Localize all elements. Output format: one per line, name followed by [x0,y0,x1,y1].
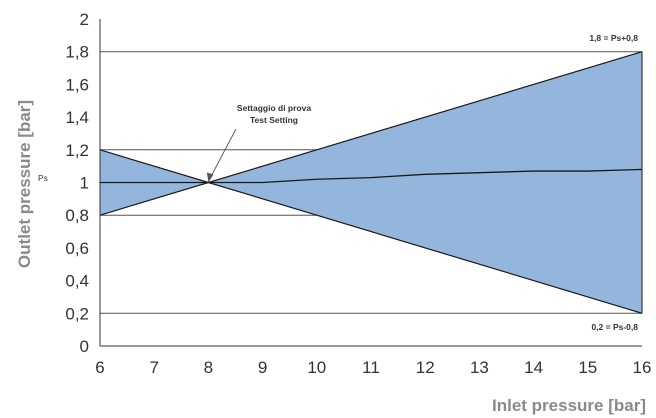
y-tick-label: 1,8 [65,43,89,62]
y-tick-label: 2 [80,10,89,29]
setting-arrow [209,128,237,179]
y-tick-label: 1 [80,174,89,193]
annotation-setting-line1: Settaggio di prova [237,103,311,113]
x-tick-label: 7 [149,358,158,377]
x-tick-label: 9 [258,358,267,377]
x-tick-label: 14 [524,358,543,377]
y-tick-label: 0,4 [65,272,89,291]
annotation-lower-limit: 0,2 = Ps-0,8 [591,322,638,332]
y-tick-label: 0,8 [65,206,89,225]
x-tick-label: 11 [362,358,380,377]
y-tick-label: 0,2 [65,304,89,323]
x-axis-title: Inlet pressure [bar] [492,396,646,415]
x-tick-label: 15 [578,358,597,377]
annotation-setting-line2: Test Setting [250,115,298,125]
y-tick-label: 1,2 [65,141,89,160]
y-axis-title: Outlet pressure [bar] [15,100,34,268]
x-tick-label: 12 [416,358,435,377]
y-tick-label: 0 [80,337,89,356]
tolerance-band-area [100,51,642,314]
y-tick-label: 1,4 [65,108,89,127]
series-line-0 [100,168,643,184]
y-tick-label: 1,6 [65,75,89,94]
x-tick-label: 16 [633,358,652,377]
y-tick-label: 0,6 [65,239,89,258]
tick-labels: 6 7 8 9 10 11 12 13 14 15 16 0 0,2 0,4 0,6 0,8 1 1,2 1,4 1,… [65,10,651,377]
ps-label: Ps [38,173,48,183]
x-tick-label: 6 [95,358,104,377]
annotation-upper-limit: 1,8 = Ps+0,8 [589,33,638,43]
x-tick-label: 10 [307,358,326,377]
series [100,168,643,184]
setting-arrowhead [206,172,214,183]
x-tick-label: 13 [470,358,489,377]
annotations: Settaggio di prova Test Setting Ps 1,8 =… [38,33,638,332]
x-tick-label: 8 [204,358,213,377]
